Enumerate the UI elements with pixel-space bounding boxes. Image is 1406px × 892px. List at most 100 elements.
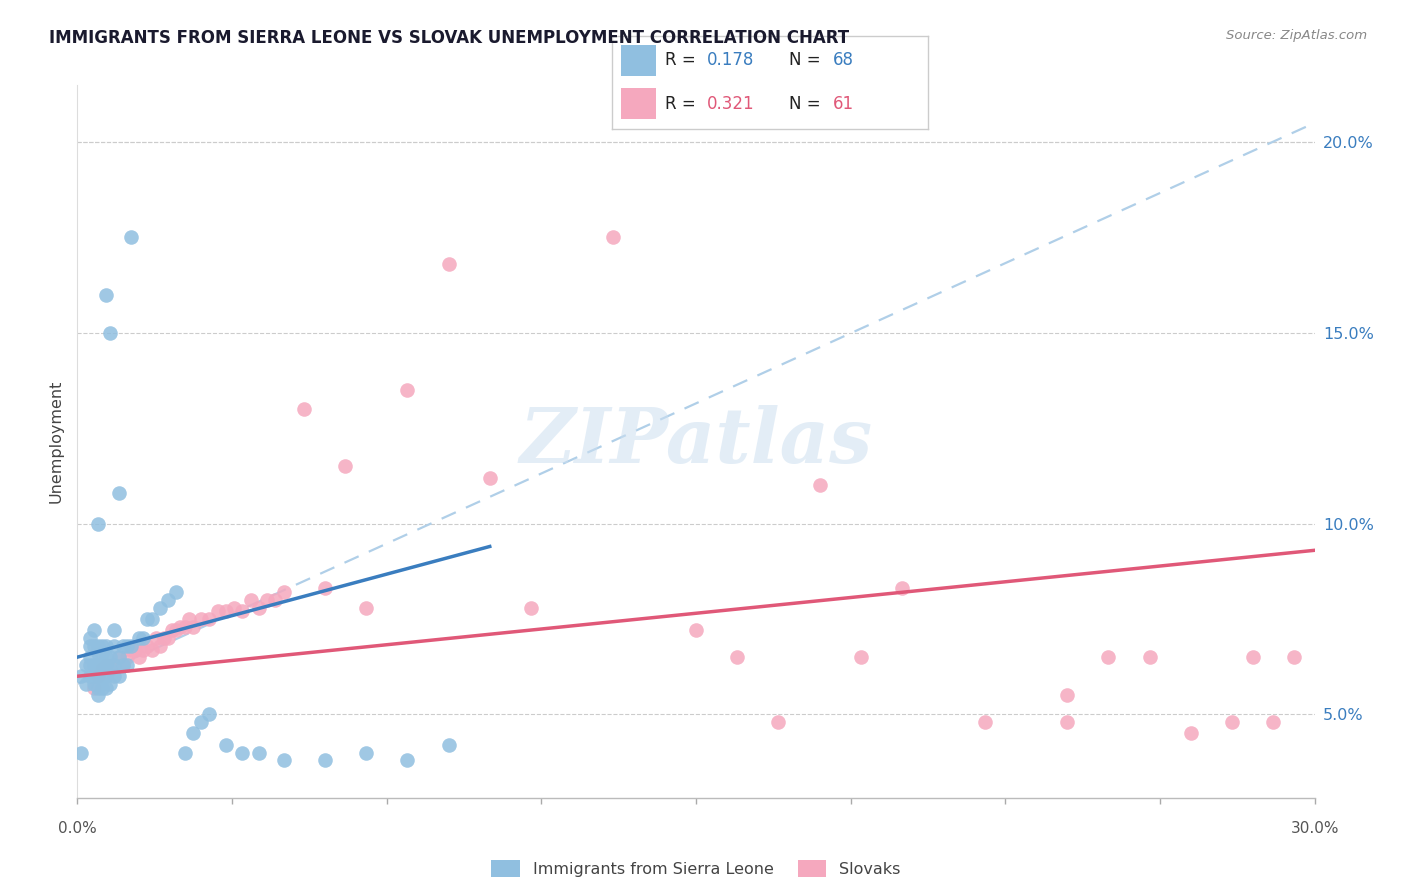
Point	[96, 639, 118, 653]
Point	[96, 681, 118, 695]
Point	[103, 669, 125, 683]
Point	[335, 459, 357, 474]
Point	[103, 639, 125, 653]
Point	[231, 604, 253, 618]
Point	[231, 746, 253, 760]
Point	[107, 650, 129, 665]
Point	[198, 707, 221, 722]
Point	[160, 624, 183, 638]
Point	[75, 677, 97, 691]
Point	[83, 677, 105, 691]
Point	[136, 639, 159, 653]
Point	[103, 624, 125, 638]
Legend: Immigrants from Sierra Leone, Slovaks: Immigrants from Sierra Leone, Slovaks	[485, 854, 907, 883]
Text: Source: ZipAtlas.com: Source: ZipAtlas.com	[1226, 29, 1367, 42]
Point	[132, 642, 155, 657]
Point	[128, 650, 150, 665]
Point	[157, 631, 180, 645]
Point	[478, 471, 501, 485]
Point	[91, 669, 114, 683]
Point	[91, 646, 114, 660]
Point	[98, 662, 121, 676]
Point	[107, 669, 129, 683]
Point	[247, 600, 270, 615]
Point	[437, 738, 460, 752]
Text: ZIPatlas: ZIPatlas	[519, 405, 873, 478]
Bar	[621, 45, 655, 76]
Text: 0.321: 0.321	[707, 95, 754, 112]
Point	[247, 746, 270, 760]
Point	[768, 714, 790, 729]
Point	[98, 650, 121, 665]
Point	[1139, 650, 1161, 665]
Point	[354, 600, 377, 615]
Point	[83, 681, 105, 695]
Bar	[621, 88, 655, 119]
Point	[891, 582, 914, 596]
Point	[98, 662, 121, 676]
Point	[157, 593, 180, 607]
Text: R =: R =	[665, 52, 702, 70]
Point	[83, 657, 105, 672]
Point	[239, 593, 262, 607]
Text: 61: 61	[832, 95, 855, 112]
Point	[141, 642, 163, 657]
Point	[314, 753, 336, 767]
Point	[1241, 650, 1264, 665]
Text: 30.0%: 30.0%	[1291, 822, 1339, 836]
Point	[87, 669, 110, 683]
Point	[1180, 726, 1202, 740]
Point	[149, 639, 172, 653]
Point	[115, 639, 138, 653]
Point	[79, 639, 101, 653]
Point	[1263, 714, 1285, 729]
Point	[87, 669, 110, 683]
Point	[111, 639, 134, 653]
Text: R =: R =	[665, 95, 702, 112]
Point	[198, 612, 221, 626]
Point	[685, 624, 707, 638]
Point	[222, 600, 245, 615]
Point	[83, 639, 105, 653]
Point	[120, 642, 142, 657]
Point	[215, 738, 238, 752]
Point	[98, 677, 121, 691]
Point	[87, 646, 110, 660]
Point	[808, 478, 831, 492]
Text: 0.0%: 0.0%	[58, 822, 97, 836]
Point	[190, 612, 212, 626]
Point	[107, 650, 129, 665]
Point	[111, 657, 134, 672]
Point	[264, 593, 287, 607]
Point	[1282, 650, 1305, 665]
Text: N =: N =	[789, 52, 825, 70]
Point	[215, 604, 238, 618]
Point	[75, 657, 97, 672]
Point	[96, 287, 118, 301]
Point	[396, 383, 419, 397]
Point	[96, 657, 118, 672]
Point	[87, 681, 110, 695]
Point	[173, 746, 195, 760]
Point	[115, 650, 138, 665]
Text: 68: 68	[832, 52, 853, 70]
Point	[1056, 714, 1078, 729]
Point	[83, 624, 105, 638]
Point	[190, 714, 212, 729]
Point	[292, 402, 315, 417]
Point	[87, 639, 110, 653]
Y-axis label: Unemployment: Unemployment	[48, 380, 63, 503]
Point	[124, 642, 146, 657]
Point	[83, 669, 105, 683]
Point	[103, 657, 125, 672]
Point	[120, 639, 142, 653]
Point	[1056, 688, 1078, 702]
Point	[1097, 650, 1119, 665]
Point	[207, 604, 229, 618]
Point	[79, 650, 101, 665]
Point	[849, 650, 872, 665]
Point	[273, 585, 295, 599]
Point	[149, 600, 172, 615]
Point	[132, 631, 155, 645]
Point	[725, 650, 748, 665]
